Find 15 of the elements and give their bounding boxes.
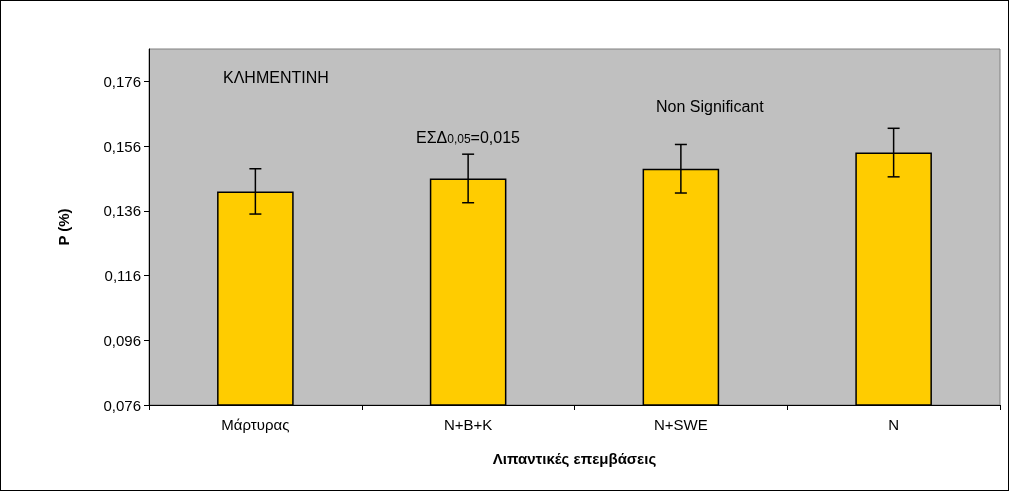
x-axis-title: Λιπαντικές επεμβάσεις xyxy=(492,450,657,467)
y-tick-label: 0,136 xyxy=(103,202,141,220)
y-tick-label: 0,176 xyxy=(103,72,141,90)
y-tick-label: 0,096 xyxy=(103,331,141,349)
y-axis-title: P (%) xyxy=(55,208,72,246)
annotation: ΚΛΗΜΕΝΤΙΝΗ xyxy=(223,68,329,86)
y-tick-label: 0,076 xyxy=(103,396,141,414)
x-tick-label: N xyxy=(888,416,900,433)
y-tick-label: 0,156 xyxy=(103,137,141,155)
y-tick-label: 0,116 xyxy=(104,267,141,285)
annotation: Non Significant xyxy=(656,97,765,115)
x-tick-label: N+SWE xyxy=(653,416,708,433)
x-tick-label: Μάρτυρας xyxy=(221,416,290,433)
x-tick-label: N+B+K xyxy=(443,416,493,433)
annotation: ΕΣΔ0,05=0,015 xyxy=(416,128,521,146)
